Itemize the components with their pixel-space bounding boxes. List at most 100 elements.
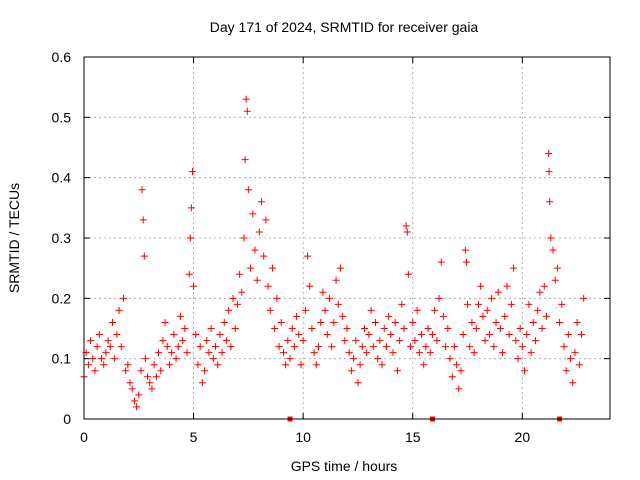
data-point: [306, 282, 314, 290]
data-point: [201, 367, 209, 375]
data-point: [450, 343, 458, 351]
y-tick-label: 0.5: [52, 109, 72, 125]
data-point: [547, 234, 555, 242]
data-point: [241, 156, 249, 164]
data-point: [472, 325, 480, 332]
data-point: [400, 325, 408, 332]
data-point: [481, 337, 489, 345]
data-point: [332, 276, 340, 284]
data-point: [549, 246, 557, 254]
data-point: [186, 234, 194, 242]
data-point: [130, 397, 138, 405]
data-point: [391, 318, 399, 326]
data-point: [376, 337, 384, 345]
data-point: [551, 276, 559, 284]
data-point: [89, 355, 97, 363]
data-point: [385, 312, 393, 320]
data-point: [138, 186, 146, 194]
data-point: [266, 306, 274, 314]
data-point: [301, 306, 309, 314]
data-point: [268, 264, 276, 272]
data-point: [141, 355, 149, 363]
data-point: [231, 325, 239, 332]
data-point: [352, 337, 360, 345]
data-point: [475, 300, 482, 308]
data-point: [135, 391, 143, 399]
data-point: [494, 288, 502, 296]
data-point: [196, 343, 204, 351]
data-point: [529, 318, 537, 326]
data-point: [433, 337, 441, 345]
data-point: [102, 349, 110, 357]
data-point: [293, 312, 301, 320]
data-point: [106, 343, 114, 351]
data-point: [396, 337, 404, 345]
data-point: [227, 343, 235, 351]
data-point: [148, 385, 156, 393]
data-point: [93, 343, 101, 351]
data-point: [155, 349, 163, 357]
data-point: [251, 246, 259, 254]
data-point: [297, 361, 305, 369]
data-point: [422, 343, 430, 351]
data-point: [334, 300, 342, 308]
data-point: [459, 331, 467, 339]
data-point: [501, 312, 509, 320]
data-point: [282, 361, 290, 369]
data-point: [275, 343, 283, 351]
data-point: [308, 325, 316, 332]
data-point: [277, 318, 285, 326]
data-point: [325, 294, 333, 302]
data-point: [521, 367, 529, 375]
data-point: [161, 318, 169, 326]
data-point: [264, 282, 272, 290]
data-point: [188, 168, 196, 176]
data-point: [249, 210, 257, 218]
data-point: [462, 258, 470, 266]
data-point: [354, 379, 362, 387]
data-point: [562, 367, 570, 375]
data-point: [571, 349, 579, 357]
data-point: [464, 300, 472, 308]
data-point: [490, 343, 498, 351]
data-point: [104, 337, 112, 345]
data-point: [424, 325, 432, 332]
data-point: [122, 367, 130, 375]
data-point: [573, 318, 581, 326]
data-point: [222, 337, 230, 345]
data-point: [168, 349, 176, 357]
data-point: [225, 306, 233, 314]
data-point: [542, 312, 550, 320]
data-point: [358, 343, 366, 351]
data-point: [260, 252, 268, 260]
data-point: [159, 337, 167, 345]
data-point: [185, 270, 193, 278]
data-point: [133, 403, 141, 411]
data-point: [420, 361, 428, 369]
data-point: [371, 318, 379, 326]
data-point: [534, 306, 542, 314]
data-point: [100, 361, 108, 369]
data-point: [157, 367, 165, 375]
data-point: [411, 337, 419, 345]
data-point: [288, 325, 296, 332]
tick-labels: 0 0.1 0.2 0.3 0.4 0.5 0.6 0 5 10 15 20: [52, 49, 531, 445]
x-tick-label: 5: [190, 429, 198, 445]
data-point: [514, 355, 522, 363]
data-point: [315, 343, 323, 351]
data-point: [152, 373, 160, 381]
data-point: [341, 337, 349, 345]
data-point: [398, 300, 406, 308]
data-point: [446, 355, 454, 363]
data-point: [284, 337, 292, 345]
data-point: [220, 318, 228, 326]
data-point: [271, 325, 279, 332]
data-point: [347, 367, 355, 375]
data-point: [378, 361, 386, 369]
data-point: [323, 331, 331, 339]
data-point: [457, 367, 465, 375]
data-point: [470, 349, 478, 357]
data-point: [431, 306, 439, 314]
data-point: [126, 379, 134, 387]
y-axis-label: SRMTID / TECUs: [6, 183, 22, 293]
